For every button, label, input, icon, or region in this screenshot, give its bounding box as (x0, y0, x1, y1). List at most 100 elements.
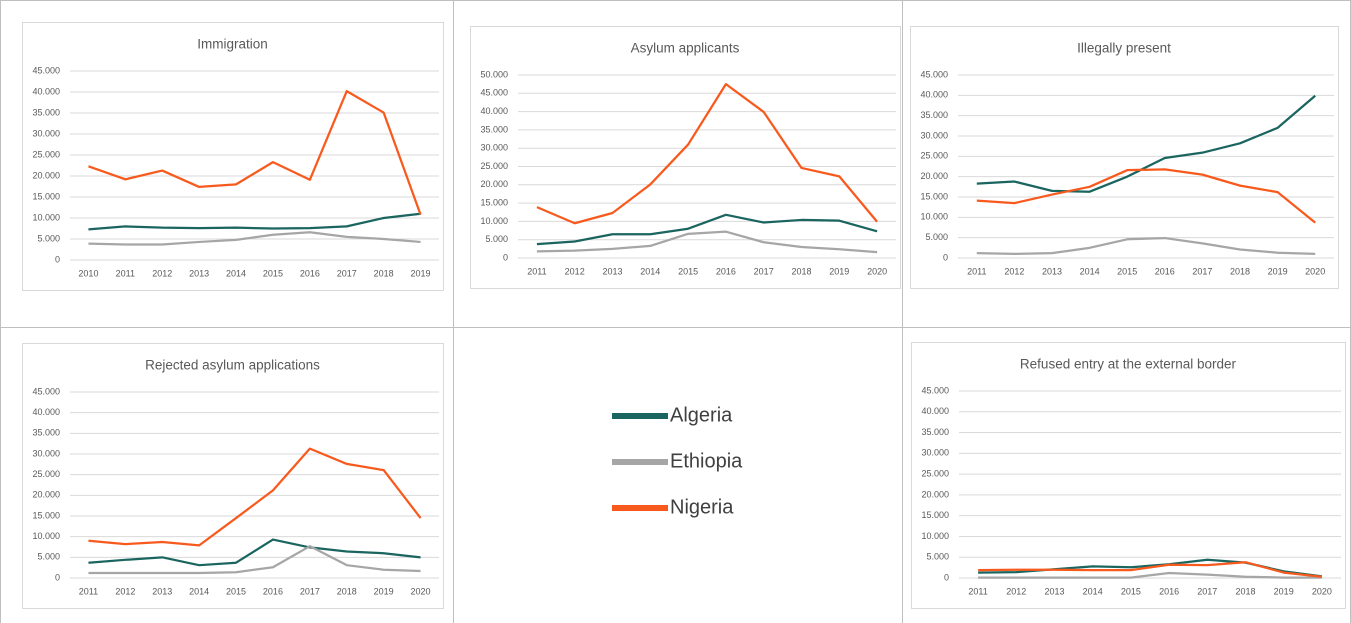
y-tick-label: 40.000 (920, 90, 948, 100)
y-tick-label: 35.000 (921, 427, 949, 437)
y-tick-label: 45.000 (32, 386, 60, 396)
x-tick-label: 2015 (226, 586, 246, 596)
chart-frame (22, 22, 444, 291)
legend-label: Nigeria (670, 496, 734, 518)
legend-label: Ethiopia (670, 450, 743, 472)
x-tick-label: 2019 (411, 268, 431, 278)
x-tick-label: 2014 (226, 268, 246, 278)
y-tick-label: 25.000 (32, 149, 60, 159)
chart-frame (910, 26, 1339, 289)
chart-title: Rejected asylum applications (145, 358, 320, 373)
chart-title: Asylum applicants (631, 41, 740, 56)
y-tick-label: 45.000 (921, 385, 949, 395)
y-tick-label: 10.000 (920, 212, 948, 222)
y-tick-label: 35.000 (920, 110, 948, 120)
y-tick-label: 45.000 (32, 65, 60, 75)
x-tick-label: 2020 (867, 266, 887, 276)
x-tick-label: 2018 (791, 266, 811, 276)
x-tick-label: 2014 (1080, 266, 1100, 276)
series-line (88, 212, 421, 231)
series-line (88, 447, 422, 547)
y-tick-label: 10.000 (480, 216, 508, 226)
y-tick-label: 20.000 (920, 171, 948, 181)
y-tick-label: 0 (944, 572, 949, 582)
x-tick-label: 2013 (152, 586, 172, 596)
x-tick-label: 2015 (1121, 586, 1141, 596)
series-line (978, 571, 1322, 579)
y-tick-label: 5.000 (37, 552, 60, 562)
y-tick-label: 25.000 (921, 468, 949, 478)
y-tick-label: 15.000 (32, 191, 60, 201)
x-tick-label: 2014 (1083, 586, 1103, 596)
x-tick-label: 2020 (411, 586, 431, 596)
y-tick-label: 25.000 (32, 469, 60, 479)
series-line (978, 561, 1323, 578)
y-tick-label: 40.000 (32, 86, 60, 96)
y-tick-label: 50.000 (480, 69, 508, 79)
y-tick-label: 15.000 (32, 510, 60, 520)
chart-title: Refused entry at the external border (1020, 357, 1237, 372)
y-tick-label: 30.000 (32, 128, 60, 138)
x-tick-label: 2017 (300, 586, 320, 596)
x-tick-label: 2011 (79, 586, 98, 596)
x-tick-label: 2011 (967, 266, 986, 276)
x-tick-label: 2020 (1312, 586, 1332, 596)
x-tick-label: 2016 (300, 268, 320, 278)
y-tick-label: 20.000 (921, 489, 949, 499)
y-tick-label: 15.000 (921, 510, 949, 520)
x-tick-label: 2015 (1117, 266, 1137, 276)
x-tick-label: 2013 (1044, 586, 1064, 596)
x-tick-label: 2019 (1274, 586, 1294, 596)
y-tick-label: 40.000 (921, 406, 949, 416)
chart-frame (911, 342, 1346, 609)
x-tick-label: 2011 (968, 586, 987, 596)
y-tick-label: 10.000 (921, 531, 949, 541)
y-tick-label: 35.000 (32, 107, 60, 117)
x-tick-label: 2012 (115, 586, 135, 596)
x-tick-label: 2016 (1155, 266, 1175, 276)
x-tick-label: 2013 (602, 266, 622, 276)
y-tick-label: 45.000 (920, 69, 948, 79)
y-tick-label: 20.000 (32, 490, 60, 500)
x-tick-label: 2018 (374, 268, 394, 278)
x-tick-label: 2014 (640, 266, 660, 276)
y-tick-label: 25.000 (920, 151, 948, 161)
y-tick-label: 30.000 (921, 448, 949, 458)
x-tick-label: 2019 (829, 266, 849, 276)
y-tick-label: 30.000 (32, 448, 60, 458)
series-line (88, 538, 421, 567)
chart-title: Immigration (197, 37, 268, 52)
x-tick-label: 2011 (116, 268, 135, 278)
x-tick-label: 2019 (1268, 266, 1288, 276)
x-tick-label: 2010 (78, 268, 98, 278)
y-tick-label: 5.000 (37, 233, 60, 243)
x-tick-label: 2017 (1192, 266, 1212, 276)
y-tick-label: 10.000 (32, 212, 60, 222)
y-tick-label: 5.000 (485, 234, 508, 244)
series-line (88, 545, 421, 575)
y-tick-label: 0 (55, 254, 60, 264)
x-tick-label: 2013 (1042, 266, 1062, 276)
chart-title: Illegally present (1077, 41, 1171, 56)
x-tick-label: 2012 (1006, 586, 1026, 596)
x-tick-label: 2012 (565, 266, 585, 276)
y-tick-label: 35.000 (32, 428, 60, 438)
x-tick-label: 2013 (189, 268, 209, 278)
y-tick-label: 45.000 (480, 88, 508, 98)
y-tick-label: 0 (943, 252, 948, 262)
series-line (976, 236, 1316, 256)
y-tick-label: 15.000 (920, 191, 948, 201)
x-tick-label: 2016 (263, 586, 283, 596)
series-line (976, 94, 1316, 193)
y-tick-label: 40.000 (480, 106, 508, 116)
x-tick-label: 2015 (678, 266, 698, 276)
x-tick-label: 2017 (1197, 586, 1217, 596)
x-tick-label: 2012 (152, 268, 172, 278)
series-line (88, 231, 421, 246)
series-line (536, 83, 878, 225)
y-tick-label: 30.000 (480, 143, 508, 153)
x-tick-label: 2019 (374, 586, 394, 596)
y-tick-label: 0 (503, 252, 508, 262)
